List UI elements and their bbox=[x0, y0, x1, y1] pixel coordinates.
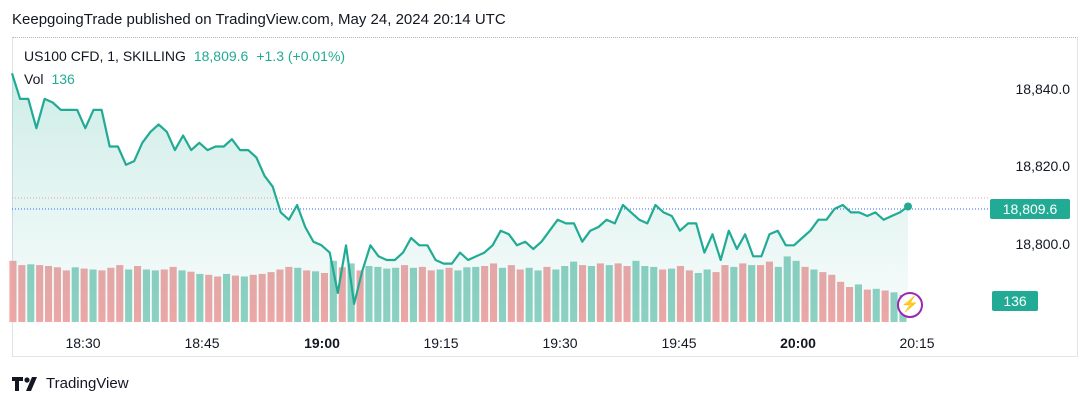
x-tick-label: 19:00 bbox=[304, 335, 340, 351]
symbol-legend[interactable]: US100 CFD, 1, SKILLING 18,809.6 +1.3 (+0.0… bbox=[24, 48, 345, 64]
y-tick-label: 18,840.0 bbox=[1015, 81, 1071, 97]
last-price-dot bbox=[904, 202, 912, 211]
price-line bbox=[10, 72, 909, 305]
price-area bbox=[12, 73, 908, 320]
symbol-name: US100 CFD, 1, SKILLING bbox=[24, 48, 186, 64]
tradingview-logo-icon bbox=[12, 376, 37, 391]
x-tick-label: 18:30 bbox=[65, 335, 101, 351]
x-tick-label: 18:45 bbox=[184, 335, 220, 351]
brand-name: TradingView bbox=[46, 375, 129, 392]
volume-tag: 136 bbox=[992, 291, 1038, 311]
price-change: +1.3 (+0.01%) bbox=[256, 48, 346, 64]
x-tick-label: 19:15 bbox=[423, 335, 459, 351]
x-tick-label: 20:00 bbox=[780, 335, 816, 351]
y-tick-label: 18,800.0 bbox=[1015, 236, 1071, 252]
volume-value: 136 bbox=[51, 71, 75, 87]
published-line: KeepgoingTrade published on TradingView.… bbox=[12, 11, 506, 28]
x-tick-label: 19:30 bbox=[542, 335, 578, 351]
lightning-bolt-icon[interactable]: ⚡ bbox=[897, 292, 923, 318]
x-tick-label: 20:15 bbox=[899, 335, 935, 351]
volume-legend[interactable]: Vol 136 bbox=[24, 71, 75, 87]
volume-label: Vol bbox=[24, 71, 44, 87]
x-tick-label: 19:45 bbox=[661, 335, 697, 351]
last-price: 18,809.6 bbox=[193, 48, 249, 64]
last-price-tag: 18,809.6 bbox=[990, 199, 1070, 219]
y-tick-label: 18,820.0 bbox=[1015, 158, 1071, 174]
tradingview-logo[interactable]: TradingView bbox=[12, 375, 129, 392]
